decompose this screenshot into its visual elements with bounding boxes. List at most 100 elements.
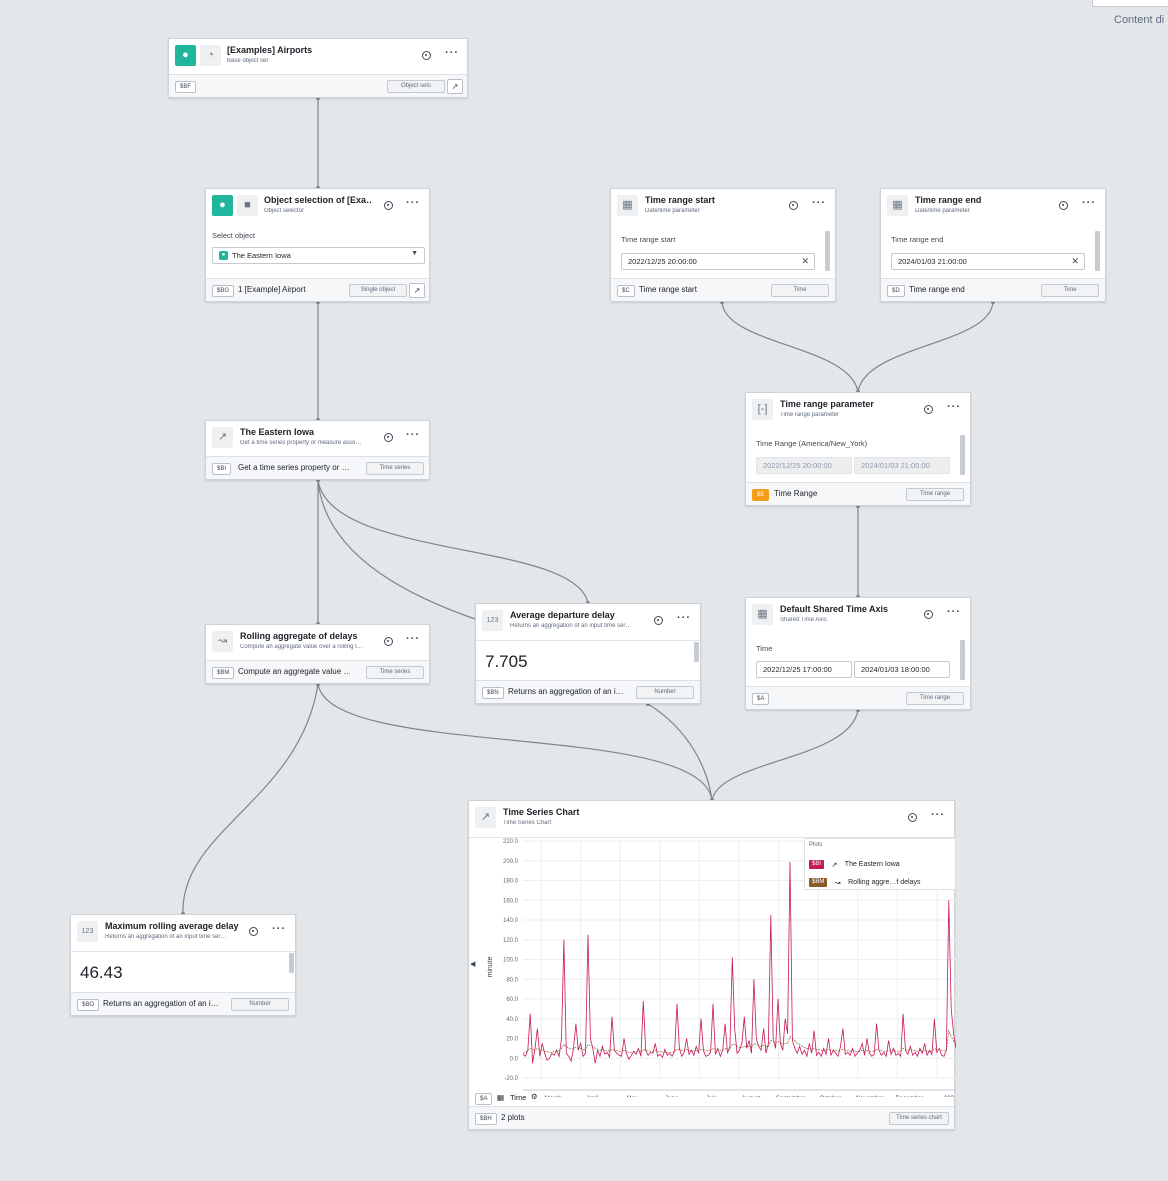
variable-tag[interactable]: $BO [77, 999, 100, 1011]
more-menu-icon[interactable]: ··· [812, 197, 826, 209]
x-tick-label: June [665, 1096, 679, 1097]
target-icon[interactable] [908, 813, 917, 822]
node-rolling-aggregate[interactable]: ↝ Rolling aggregate of delays Compute an… [205, 624, 430, 684]
target-icon[interactable] [924, 610, 933, 619]
node-header: ● ■ Object selection of [Exa… Object sel… [206, 189, 429, 225]
start-date-input[interactable]: 2022/12/25 20:00:00 ✕ [621, 253, 815, 270]
variable-tag[interactable]: $BN [482, 687, 504, 699]
node-airports[interactable]: ● ◔ [Examples] Airports Base object set … [168, 38, 468, 98]
variable-tag[interactable]: $BF [175, 81, 197, 93]
target-icon[interactable] [422, 51, 431, 60]
variable-tag[interactable]: $A [475, 1093, 493, 1105]
scrollbar[interactable] [289, 953, 294, 973]
more-menu-icon[interactable]: ··· [406, 197, 420, 209]
target-icon[interactable] [924, 405, 933, 414]
metric-value: 46.43 [80, 963, 123, 982]
type-button[interactable]: Time [1041, 284, 1099, 297]
y-tick-label: 60.0 [506, 997, 518, 1003]
more-menu-icon[interactable]: ··· [947, 401, 961, 413]
more-menu-icon[interactable]: ··· [406, 633, 420, 645]
collapse-arrow-icon: ◀ [470, 961, 476, 968]
calendar-icon: ▦ [497, 1093, 505, 1102]
node-max-rolling-average[interactable]: 123 Maximum rolling average delay Return… [70, 914, 296, 1016]
type-button[interactable]: Single object [349, 284, 407, 297]
end-date-input[interactable]: 2024/01/03 21:00:00 ✕ [891, 253, 1085, 270]
type-button[interactable]: Object sets [387, 80, 445, 93]
date-value: 2024/01/03 21:00:00 [898, 257, 967, 266]
variable-tag[interactable]: $A [752, 693, 770, 705]
target-icon[interactable] [1059, 201, 1068, 210]
more-menu-icon[interactable]: ··· [445, 47, 459, 59]
legend-item[interactable]: $BI ↗ The Eastern Iowa [809, 856, 900, 870]
footer-text: Returns an aggregation of an i… [103, 999, 218, 1008]
metric-value: 7.705 [485, 652, 528, 671]
scrollbar[interactable] [694, 642, 699, 662]
node-footer: $BI Get a time series property or … Time… [206, 456, 429, 479]
footer-text: Time range start [639, 285, 697, 294]
axis-start-input[interactable]: 2022/12/25 17:00:00 [756, 661, 852, 678]
legend-item[interactable]: $BM ↝ Rolling aggre…f delays [809, 874, 921, 888]
divider [71, 951, 295, 952]
type-button[interactable]: Number [636, 686, 694, 699]
node-object-selection[interactable]: ● ■ Object selection of [Exa… Object sel… [205, 188, 430, 302]
node-time-series-chart[interactable]: ↗ Time Series Chart Time Series Chart ··… [468, 800, 956, 1130]
calendar-icon: ▦ [887, 195, 908, 216]
more-menu-icon[interactable]: ··· [406, 429, 420, 441]
node-title: Time range end [915, 195, 982, 205]
type-button[interactable]: Time range [906, 488, 964, 501]
plot-var-tag: $BM [809, 878, 828, 888]
gear-icon[interactable]: ⚙ [531, 1092, 538, 1101]
variable-tag[interactable]: $BG [212, 285, 235, 297]
x-tick-label: 202 [944, 1096, 955, 1097]
scrollbar[interactable] [1095, 231, 1100, 271]
type-button[interactable]: Time series chart [889, 1112, 949, 1125]
chart-icon[interactable]: ↗ [447, 79, 463, 94]
variable-tag[interactable]: $E [752, 489, 770, 501]
target-icon[interactable] [384, 201, 393, 210]
variable-tag[interactable]: $BM [212, 667, 235, 679]
object-select[interactable]: ● The Eastern Iowa ▼ [212, 247, 425, 264]
axis-end-input[interactable]: 2024/01/03 18:00:00 [854, 661, 950, 678]
more-menu-icon[interactable]: ··· [272, 923, 286, 935]
clear-icon[interactable]: ✕ [1071, 256, 1079, 266]
target-icon[interactable] [654, 616, 663, 625]
node-time-range-start[interactable]: ▦ Time range start Date/time parameter ·… [610, 188, 836, 302]
more-menu-icon[interactable]: ··· [677, 612, 691, 624]
x-tick-label: May [627, 1096, 638, 1097]
scrollbar[interactable] [960, 640, 965, 680]
variable-tag[interactable]: $C [617, 285, 635, 297]
target-icon[interactable] [384, 637, 393, 646]
time-series-chart[interactable]: ◀ 220.0 200.0 180.0 160.0 140.0 120.0 100.0 80.… [469, 837, 956, 1097]
variable-tag[interactable]: $BI [212, 463, 232, 475]
more-menu-icon[interactable]: ··· [1082, 197, 1096, 209]
chart-icon[interactable]: ↗ [409, 283, 425, 298]
clear-icon[interactable]: ✕ [801, 256, 809, 266]
node-time-range-end[interactable]: ▦ Time range end Date/time parameter ···… [880, 188, 1106, 302]
more-menu-icon[interactable]: ··· [931, 809, 945, 821]
type-button[interactable]: Time [771, 284, 829, 297]
more-menu-icon[interactable]: ··· [947, 606, 961, 618]
field-label: Select object [212, 231, 255, 240]
scrollbar[interactable] [960, 435, 965, 475]
scrollbar[interactable] [825, 231, 830, 271]
content-panel-label: Content di [1114, 14, 1165, 26]
target-icon[interactable] [789, 201, 798, 210]
x-tick-label: July [706, 1096, 717, 1097]
node-average-departure-delay[interactable]: 123 Average departure delay Returns an a… [475, 603, 701, 704]
node-subtitle: Date/time parameter [645, 208, 700, 214]
type-button[interactable]: Time range [906, 692, 964, 705]
type-button[interactable]: Number [231, 998, 289, 1011]
node-subtitle: Returns an aggregation of an input time … [510, 623, 632, 629]
node-eastern-iowa[interactable]: ↗ The Eastern Iowa Get a time series pro… [205, 420, 430, 480]
variable-tag[interactable]: $D [887, 285, 905, 297]
node-subtitle: Time range parameter [780, 412, 840, 418]
map-pin-icon: ● [212, 195, 233, 216]
target-icon[interactable] [249, 927, 258, 936]
node-shared-time-axis[interactable]: ▦ Default Shared Time Axis Shared Time A… [745, 597, 971, 710]
target-icon[interactable] [384, 433, 393, 442]
variable-tag[interactable]: $BH [475, 1113, 497, 1125]
node-time-range-parameter[interactable]: [-] Time range parameter Time range para… [745, 392, 971, 506]
type-button[interactable]: Time series [366, 462, 424, 475]
type-button[interactable]: Time series [366, 666, 424, 679]
y-axis-label: minute [487, 956, 494, 977]
